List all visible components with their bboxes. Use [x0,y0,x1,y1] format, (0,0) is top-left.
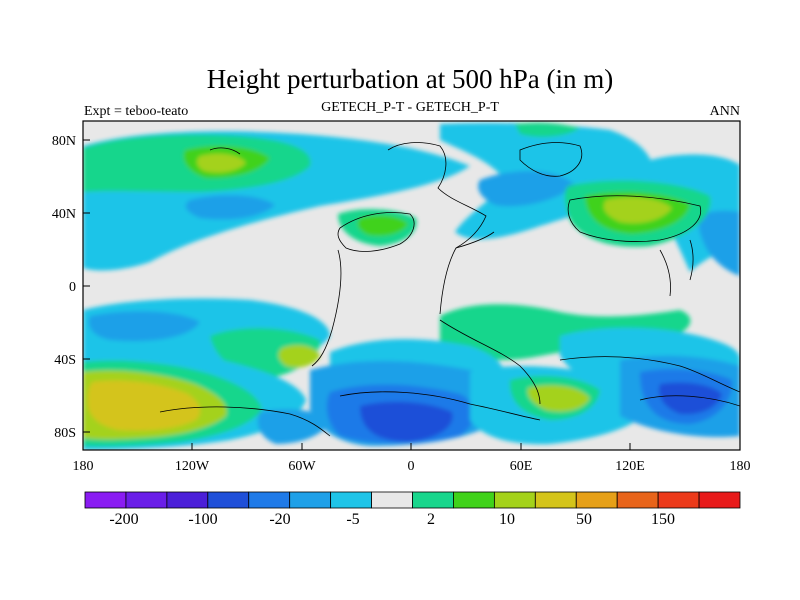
colorbar-box [616,491,659,509]
colorbar-box [84,491,127,509]
colorbar-label: 2 [427,511,435,528]
colorbar-box [453,491,495,509]
coastline [519,142,583,177]
coastline [559,356,740,393]
contour-region [515,122,580,137]
y-tick-label: 40S [54,353,76,368]
colorbar-box [657,491,700,509]
subtitle-left: Expt = teboo-teato [84,104,188,119]
colorbar-label: 150 [651,511,675,528]
coastline [159,406,331,437]
chart-title: Height perturbation at 500 hPa (in m) [207,64,613,94]
colorbar-label: 50 [576,511,592,528]
coastline [339,391,541,421]
coastline [337,212,415,252]
colorbar-box [493,491,536,509]
x-tick-label: 180 [730,459,751,474]
x-tick-label: 180 [73,459,94,474]
contour-region [87,380,201,431]
x-tick-label: 60E [510,459,533,474]
colorbar-label: -200 [109,511,138,528]
contour-region [257,409,330,444]
contour-region [360,401,453,442]
y-axis-labels: 80N 40N 0 40S 80S [52,134,76,441]
axis-ticks [83,139,631,450]
contour-region [527,385,590,412]
contour-region [698,210,740,276]
y-tick-label: 80S [54,426,76,441]
x-tick-label: 0 [408,459,415,474]
colorbar-box [207,491,250,509]
coastline [209,147,241,155]
coastline [689,239,694,281]
contour-region [478,170,575,207]
x-tick-label: 120W [175,459,210,474]
y-tick-label: 0 [69,280,76,295]
contour-region [357,215,408,236]
colorbar-box [575,491,618,509]
contour-region [278,345,320,368]
coastline [659,249,671,297]
colorbar-label: -100 [188,511,217,528]
contour-fields [83,122,740,450]
colorbar-box [698,491,741,509]
contour-region [88,311,200,342]
map-plot-area: 80N 40N 0 40S 80S 180 120W 60W 0 60E 120… [52,120,751,474]
colorbar-box [330,491,372,509]
coastline [311,249,342,367]
coastline [439,319,541,405]
colorbar-label: 10 [499,511,515,528]
y-tick-label: 80N [52,134,76,149]
coastline [455,231,495,249]
contour-region [196,153,246,173]
contour-region [658,382,722,415]
colorbar-box [166,491,209,509]
coastline [639,395,740,407]
contour-region [603,197,672,224]
coastline [387,142,487,315]
contour-region [440,304,691,360]
colorbar-box [289,491,332,509]
x-tick-label: 60W [288,459,316,474]
colorbar-box [412,491,454,509]
colorbar-box [248,491,291,509]
subtitle-center: GETECH_P-T - GETECH_P-T [321,100,499,115]
colorbar [84,491,741,509]
contour-region [185,195,275,220]
subtitle-right: ANN [710,104,740,119]
colorbar-box [371,491,413,509]
contour-region [324,144,440,186]
y-tick-label: 40N [52,207,76,222]
colorbar-box [534,491,577,509]
colorbar-box [125,491,168,509]
colorbar-label: -20 [269,511,290,528]
colorbar-labels: -200 -100 -20 -5 2 10 50 150 [109,511,675,528]
coastlines [159,142,740,437]
coastline [567,195,702,242]
colorbar-label: -5 [346,511,359,528]
x-axis-labels: 180 120W 60W 0 60E 120E 180 [73,459,751,474]
x-tick-label: 120E [615,459,645,474]
